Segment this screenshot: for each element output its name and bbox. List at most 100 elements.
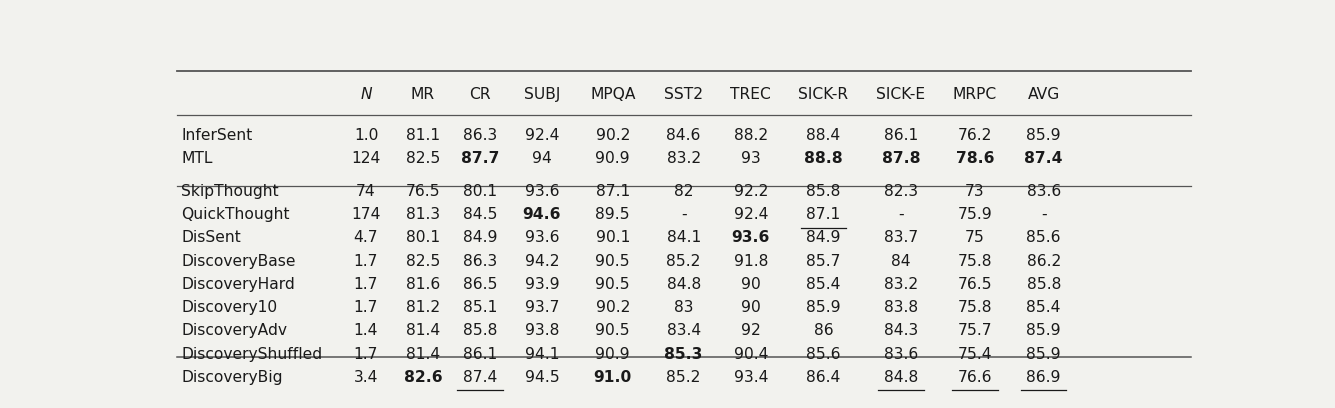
Text: MTL: MTL [182,151,212,166]
Text: 90.5: 90.5 [595,277,630,292]
Text: 90.9: 90.9 [595,346,630,361]
Text: 1.7: 1.7 [354,346,378,361]
Text: 85.2: 85.2 [666,370,701,385]
Text: 93.9: 93.9 [525,277,559,292]
Text: DiscoveryShuffled: DiscoveryShuffled [182,346,323,361]
Text: 87.8: 87.8 [881,151,920,166]
Text: 83.7: 83.7 [884,230,918,245]
Text: 82.6: 82.6 [403,370,442,385]
Text: 81.4: 81.4 [406,323,441,338]
Text: N: N [360,87,372,102]
Text: 81.4: 81.4 [406,346,441,361]
Text: 74: 74 [356,184,376,199]
Text: 87.7: 87.7 [461,151,499,166]
Text: 85.7: 85.7 [806,253,841,268]
Text: 82.5: 82.5 [406,253,441,268]
Text: 90.9: 90.9 [595,151,630,166]
Text: 93.6: 93.6 [525,230,559,245]
Text: 88.4: 88.4 [806,128,841,143]
Text: 94.6: 94.6 [523,207,561,222]
Text: 3.4: 3.4 [354,370,378,385]
Text: 1.0: 1.0 [354,128,378,143]
Text: 86.3: 86.3 [463,128,497,143]
Text: 124: 124 [351,151,380,166]
Text: 84.9: 84.9 [463,230,497,245]
Text: 85.8: 85.8 [806,184,841,199]
Text: 75.4: 75.4 [957,346,992,361]
Text: -: - [898,207,904,222]
Text: 87.4: 87.4 [1024,151,1063,166]
Text: 94.5: 94.5 [525,370,559,385]
Text: 85.4: 85.4 [806,277,841,292]
Text: 81.2: 81.2 [406,300,441,315]
Text: 93: 93 [741,151,761,166]
Text: 76.2: 76.2 [957,128,992,143]
Text: 75.8: 75.8 [957,300,992,315]
Text: InferSent: InferSent [182,128,252,143]
Text: 81.1: 81.1 [406,128,441,143]
Text: 84.1: 84.1 [666,230,701,245]
Text: -: - [1041,207,1047,222]
Text: 85.8: 85.8 [1027,277,1061,292]
Text: SkipThought: SkipThought [182,184,279,199]
Text: 85.6: 85.6 [806,346,841,361]
Text: 85.4: 85.4 [1027,300,1061,315]
Text: SUBJ: SUBJ [523,87,561,102]
Text: DiscoveryAdv: DiscoveryAdv [182,323,287,338]
Text: 94.2: 94.2 [525,253,559,268]
Text: 84.9: 84.9 [806,230,841,245]
Text: 84.8: 84.8 [666,277,701,292]
Text: 92.2: 92.2 [734,184,768,199]
Text: 93.6: 93.6 [732,230,770,245]
Text: 91.0: 91.0 [594,370,631,385]
Text: 90.5: 90.5 [595,323,630,338]
Text: 75: 75 [965,230,985,245]
Text: 83.6: 83.6 [884,346,918,361]
Text: 87.1: 87.1 [806,207,841,222]
Text: 81.3: 81.3 [406,207,441,222]
Text: 90.1: 90.1 [595,230,630,245]
Text: 78.6: 78.6 [956,151,995,166]
Text: 1.4: 1.4 [354,323,378,338]
Text: 86.9: 86.9 [1027,370,1061,385]
Text: 86.4: 86.4 [806,370,841,385]
Text: 90.2: 90.2 [595,300,630,315]
Text: 85.6: 85.6 [1027,230,1061,245]
Text: MPQA: MPQA [590,87,635,102]
Text: -: - [681,207,686,222]
Text: 83.4: 83.4 [666,323,701,338]
Text: 86.1: 86.1 [463,346,497,361]
Text: 80.1: 80.1 [463,184,497,199]
Text: 86.1: 86.1 [884,128,918,143]
Text: 88.2: 88.2 [734,128,768,143]
Text: 84.5: 84.5 [463,207,497,222]
Text: 4.7: 4.7 [354,230,378,245]
Text: 76.5: 76.5 [406,184,441,199]
Text: 93.4: 93.4 [734,370,768,385]
Text: SICK-E: SICK-E [876,87,925,102]
Text: 93.7: 93.7 [525,300,559,315]
Text: DiscoveryHard: DiscoveryHard [182,277,295,292]
Text: 86.5: 86.5 [463,277,497,292]
Text: 1.7: 1.7 [354,277,378,292]
Text: MR: MR [411,87,435,102]
Text: DisSent: DisSent [182,230,242,245]
Text: 90.5: 90.5 [595,253,630,268]
Text: AVG: AVG [1028,87,1060,102]
Text: 94: 94 [531,151,551,166]
Text: 87.4: 87.4 [463,370,497,385]
Text: 84.3: 84.3 [884,323,918,338]
Text: 83: 83 [674,300,693,315]
Text: 83.2: 83.2 [666,151,701,166]
Text: 94.1: 94.1 [525,346,559,361]
Text: 90: 90 [741,277,761,292]
Text: 92: 92 [741,323,761,338]
Text: DiscoveryBig: DiscoveryBig [182,370,283,385]
Text: 75.9: 75.9 [957,207,992,222]
Text: 90: 90 [741,300,761,315]
Text: DiscoveryBase: DiscoveryBase [182,253,296,268]
Text: 82.3: 82.3 [884,184,918,199]
Text: 92.4: 92.4 [525,128,559,143]
Text: 1.7: 1.7 [354,300,378,315]
Text: 88.8: 88.8 [804,151,842,166]
